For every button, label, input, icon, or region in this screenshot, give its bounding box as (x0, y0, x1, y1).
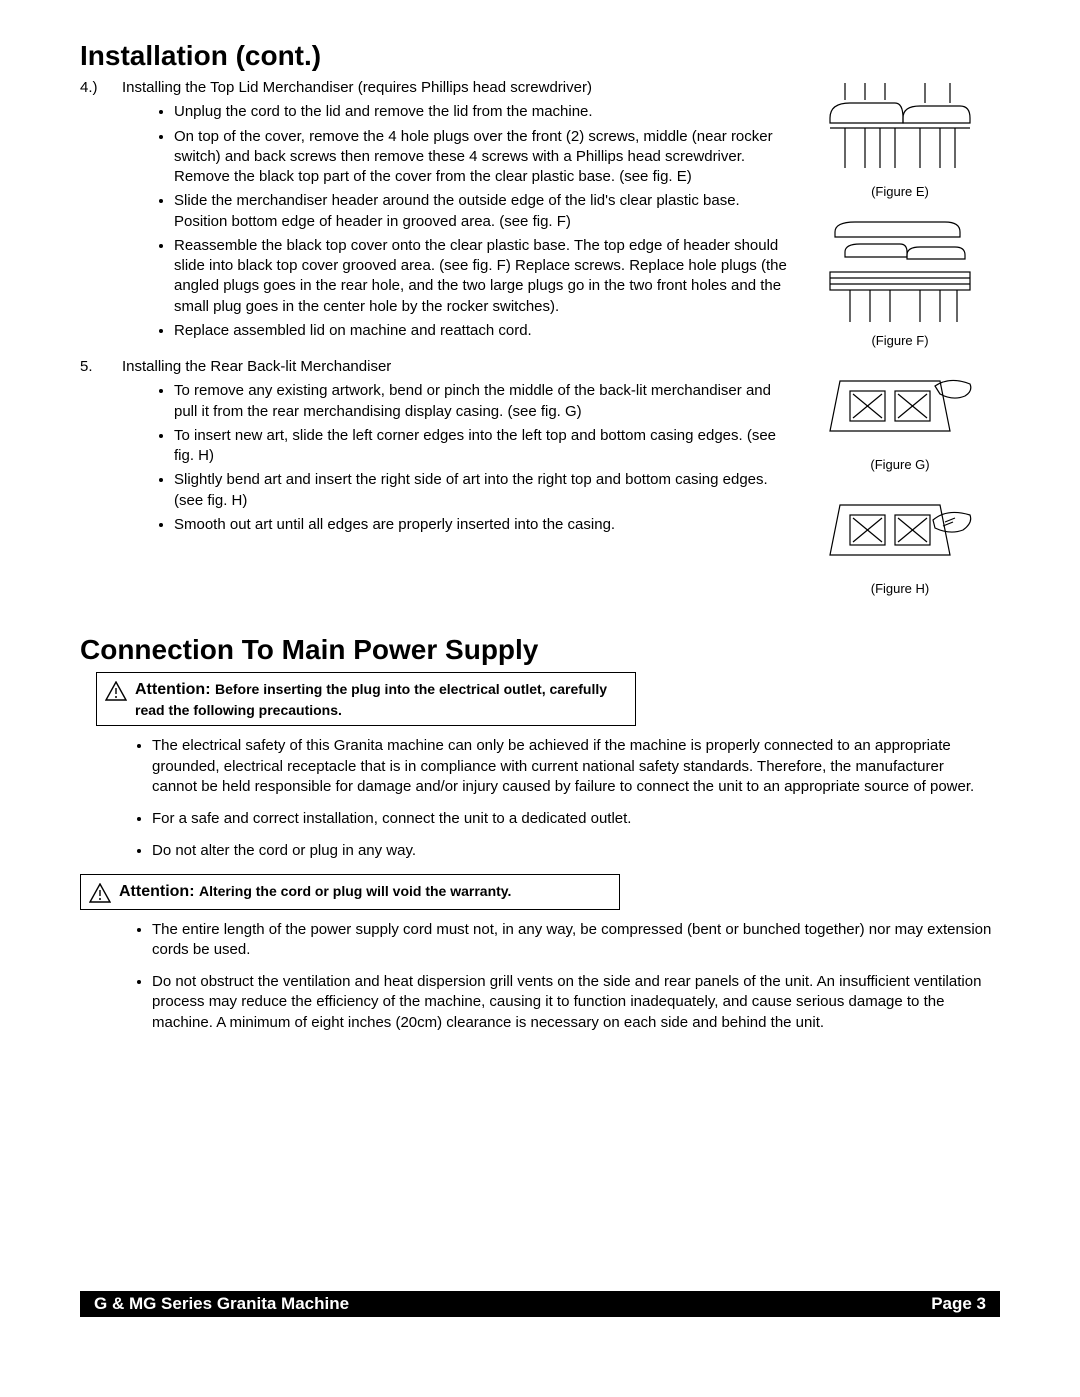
attention-label: Attention: (119, 883, 199, 900)
step-5: 5. Installing the Rear Back-lit Merchand… (80, 357, 796, 539)
power-bullet: The electrical safety of this Granita ma… (152, 736, 992, 797)
attention-label: Attention: (135, 681, 215, 698)
step-5-title: Installing the Rear Back-lit Merchandise… (122, 358, 391, 375)
footer-page-number: Page 3 (931, 1294, 986, 1314)
power-bullet: For a safe and correct installation, con… (152, 809, 992, 829)
step-4: 4.) Installing the Top Lid Merchandiser … (80, 78, 796, 345)
step-5-bullet: To insert new art, slide the left corner… (174, 426, 796, 467)
figure-f: (Figure F) (820, 217, 980, 348)
page-footer: G & MG Series Granita Machine Page 3 (80, 1291, 1000, 1317)
power-bullet: The entire length of the power supply co… (152, 920, 992, 961)
figure-h: (Figure H) (820, 490, 980, 596)
step-4-bullet: Replace assembled lid on machine and rea… (174, 321, 796, 341)
step-4-bullet: Reassemble the black top cover onto the … (174, 236, 796, 317)
figure-e-illustration (825, 78, 975, 178)
step-5-bullet: Smooth out art until all edges are prope… (174, 515, 796, 535)
step-4-number: 4.) (80, 78, 108, 345)
step-4-bullet: Unplug the cord to the lid and remove th… (174, 102, 796, 122)
attention-text: Altering the cord or plug will void the … (199, 883, 511, 899)
step-4-title: Installing the Top Lid Merchandiser (req… (122, 79, 592, 96)
section-title-installation: Installation (cont.) (80, 40, 1000, 72)
footer-product-name: G & MG Series Granita Machine (94, 1294, 349, 1314)
attention-box-1: Attention: Before inserting the plug int… (96, 672, 636, 726)
attention-box-2: Attention: Altering the cord or plug wil… (80, 874, 620, 910)
step-5-number: 5. (80, 357, 108, 539)
figure-e: (Figure E) (820, 78, 980, 199)
power-bullet: Do not alter the cord or plug in any way… (152, 841, 992, 861)
section-title-power: Connection To Main Power Supply (80, 634, 1000, 666)
figure-g-caption: (Figure G) (820, 457, 980, 472)
figure-g-illustration (825, 366, 975, 451)
figure-f-caption: (Figure F) (820, 333, 980, 348)
power-bullet: Do not obstruct the ventilation and heat… (152, 972, 992, 1033)
warning-icon (105, 681, 127, 701)
step-5-bullet: Slightly bend art and insert the right s… (174, 470, 796, 511)
figure-e-caption: (Figure E) (820, 184, 980, 199)
step-4-bullet: On top of the cover, remove the 4 hole p… (174, 127, 796, 188)
step-4-bullet: Slide the merchandiser header around the… (174, 191, 796, 232)
figure-f-illustration (825, 217, 975, 327)
warning-icon (89, 883, 111, 903)
figure-h-caption: (Figure H) (820, 581, 980, 596)
figure-g: (Figure G) (820, 366, 980, 472)
step-5-bullet: To remove any existing artwork, bend or … (174, 381, 796, 422)
figure-h-illustration (825, 490, 975, 575)
